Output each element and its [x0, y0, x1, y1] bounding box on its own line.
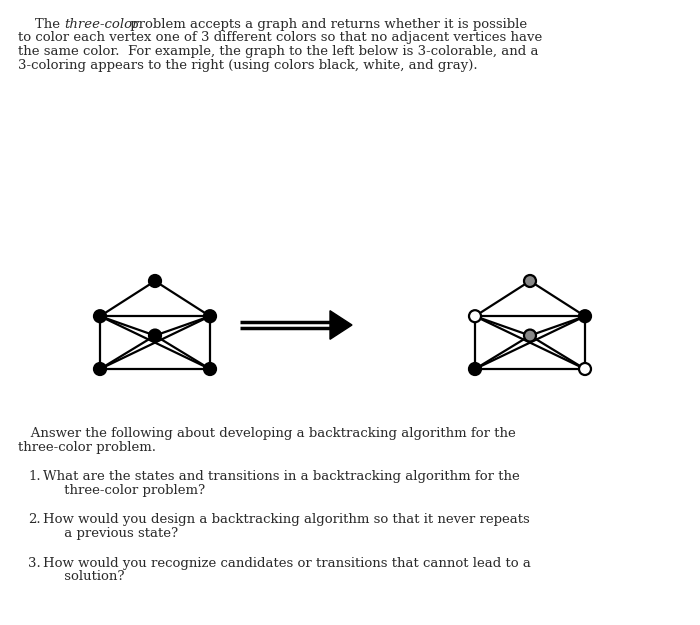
Circle shape [524, 275, 536, 287]
Text: three-color problem.: three-color problem. [18, 441, 156, 454]
Text: 1.: 1. [28, 470, 41, 483]
Circle shape [204, 363, 216, 375]
Text: 3.: 3. [28, 557, 41, 569]
Circle shape [469, 310, 481, 322]
Text: What are the states and transitions in a backtracking algorithm for the: What are the states and transitions in a… [43, 470, 519, 483]
Text: a previous state?: a previous state? [43, 527, 178, 540]
Circle shape [94, 363, 106, 375]
Circle shape [94, 310, 106, 322]
Circle shape [149, 329, 161, 341]
Polygon shape [330, 311, 352, 339]
Circle shape [149, 275, 161, 287]
Text: solution?: solution? [43, 570, 125, 583]
Circle shape [579, 363, 591, 375]
Text: 3-coloring appears to the right (using colors black, white, and gray).: 3-coloring appears to the right (using c… [18, 59, 477, 71]
Text: the same color.  For example, the graph to the left below is 3-colorable, and a: the same color. For example, the graph t… [18, 45, 538, 58]
Text: How would you design a backtracking algorithm so that it never repeats: How would you design a backtracking algo… [43, 513, 530, 526]
Text: to color each vertex one of 3 different colors so that no adjacent vertices have: to color each vertex one of 3 different … [18, 31, 542, 44]
Text: The: The [18, 18, 64, 31]
Circle shape [524, 329, 536, 341]
Circle shape [204, 310, 216, 322]
Text: 2.: 2. [28, 513, 41, 526]
Text: three-color problem?: three-color problem? [43, 484, 205, 497]
Text: three-color: three-color [64, 18, 139, 31]
Text: Answer the following about developing a backtracking algorithm for the: Answer the following about developing a … [18, 427, 516, 440]
Circle shape [469, 363, 481, 375]
Circle shape [579, 310, 591, 322]
Text: How would you recognize candidates or transitions that cannot lead to a: How would you recognize candidates or tr… [43, 557, 531, 569]
Text: problem accepts a graph and returns whether it is possible: problem accepts a graph and returns whet… [126, 18, 527, 31]
